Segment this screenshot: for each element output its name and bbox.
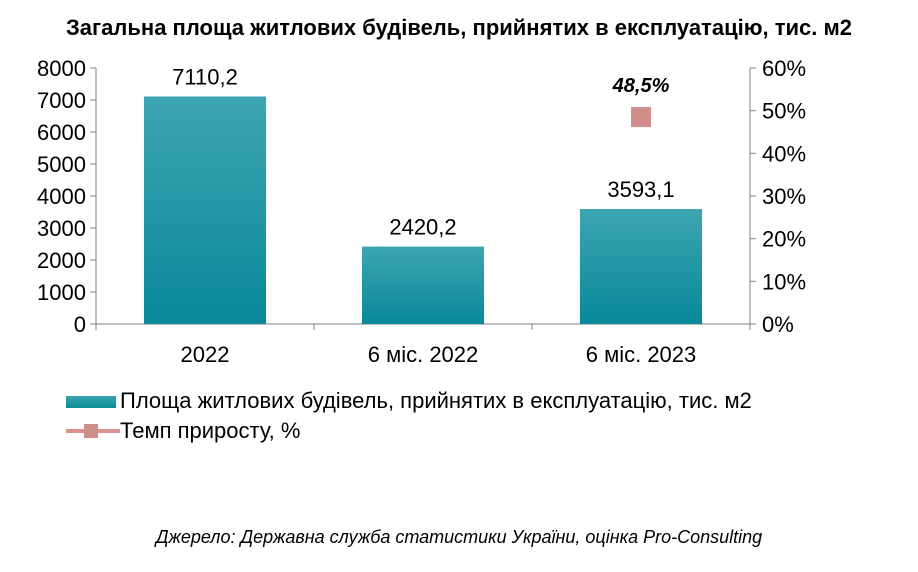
y-right-tick-label: 0% (762, 312, 794, 337)
y-right-tick-label: 40% (762, 141, 806, 166)
x-tick-label: 6 міс. 2022 (368, 342, 479, 367)
x-tick-label: 2022 (181, 342, 230, 367)
legend-bar-swatch (66, 396, 116, 408)
bar-data-label: 2420,2 (389, 215, 456, 240)
bar (143, 96, 267, 324)
legend-item-bars: Площа житлових будівель, прийнятих в екс… (62, 388, 822, 414)
legend-item-growth: Темп приросту, % (62, 418, 822, 444)
y-left-tick-label: 1000 (37, 280, 86, 305)
x-tick-label: 6 міс. 2023 (586, 342, 697, 367)
y-right-tick-label: 10% (762, 269, 806, 294)
bar (579, 209, 703, 324)
legend-label-growth: Темп приросту, % (120, 418, 301, 443)
growth-marker (631, 107, 651, 128)
legend-label-bars: Площа житлових будівель, прийнятих в екс… (120, 388, 752, 413)
bar (361, 246, 485, 324)
y-left-tick-label: 5000 (37, 152, 86, 177)
y-left-tick-label: 4000 (37, 184, 86, 209)
y-left-tick-label: 8000 (37, 56, 86, 81)
y-left-tick-label: 7000 (37, 88, 86, 113)
legend: Площа житлових будівель, прийнятих в екс… (62, 388, 822, 444)
source-note: Джерело: Державна служба статистики Укра… (155, 527, 763, 547)
y-right-tick-label: 20% (762, 227, 806, 252)
y-right-tick-label: 60% (762, 56, 806, 81)
y-left-tick-label: 0 (74, 312, 86, 337)
y-right-tick-label: 30% (762, 184, 806, 209)
y-left-tick-label: 6000 (37, 120, 86, 145)
plot-area: 0 1000 2000 3000 4000 5000 6000 7000 8000 0% 10% 20… (37, 56, 806, 367)
y-left-tick-label: 3000 (37, 216, 86, 241)
y-left-tick-label: 2000 (37, 248, 86, 273)
chart-title: Загальна площа житлових будівель, прийня… (66, 15, 852, 40)
bar-data-label: 3593,1 (607, 177, 674, 202)
y-right-tick-label: 50% (762, 99, 806, 124)
bar-data-label: 7110,2 (172, 64, 238, 89)
growth-data-label: 48,5% (612, 75, 670, 97)
legend-marker-swatch (66, 424, 120, 438)
